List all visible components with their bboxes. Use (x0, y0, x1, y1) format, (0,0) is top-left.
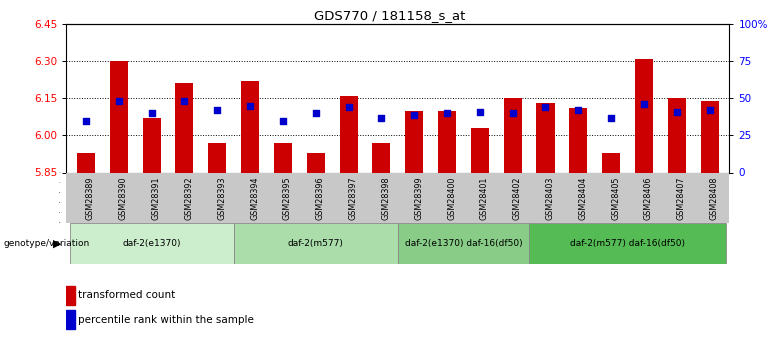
Text: GSM28394: GSM28394 (250, 177, 259, 220)
Bar (77, 153, 95, 172)
Bar (635, 59, 653, 172)
Bar (372, 143, 391, 172)
Point (473, 109, 486, 115)
Bar (234, 223, 398, 264)
Text: GSM28398: GSM28398 (381, 177, 390, 220)
Bar (700, 101, 718, 172)
Text: daf-2(e1370) daf-16(df50): daf-2(e1370) daf-16(df50) (405, 239, 523, 248)
Text: percentile rank within the sample: percentile rank within the sample (78, 315, 254, 325)
Bar (208, 143, 226, 172)
Text: GSM28403: GSM28403 (545, 177, 555, 220)
Text: GSM28391: GSM28391 (151, 177, 161, 220)
Point (408, 112, 420, 117)
Bar (66, 286, 75, 305)
Bar (66, 310, 75, 329)
Bar (668, 98, 686, 172)
Point (605, 115, 618, 120)
Bar (537, 103, 555, 172)
Point (342, 105, 355, 110)
Text: GSM28405: GSM28405 (612, 177, 620, 220)
Text: GSM28402: GSM28402 (512, 177, 522, 220)
Bar (529, 223, 726, 264)
Text: GSM28389: GSM28389 (86, 177, 95, 220)
Text: GSM28407: GSM28407 (677, 177, 686, 220)
Bar (504, 98, 522, 172)
Point (80, 118, 92, 124)
Text: GSM28400: GSM28400 (447, 177, 456, 220)
Point (211, 107, 224, 113)
Bar (176, 83, 193, 172)
Bar (438, 111, 456, 172)
Point (375, 115, 388, 120)
Text: GSM28395: GSM28395 (283, 177, 292, 220)
Text: GDS770 / 181158_s_at: GDS770 / 181158_s_at (314, 9, 466, 22)
Point (277, 118, 289, 124)
Bar (405, 111, 424, 172)
Text: GSM28404: GSM28404 (578, 177, 587, 220)
Bar (110, 61, 128, 172)
Text: GSM28399: GSM28399 (414, 177, 424, 220)
Bar (471, 128, 489, 172)
Point (638, 101, 651, 107)
Text: daf-2(e1370): daf-2(e1370) (122, 239, 181, 248)
Bar (307, 153, 324, 172)
Text: GSM28390: GSM28390 (119, 177, 128, 220)
Point (441, 110, 453, 116)
Point (704, 107, 716, 113)
Text: GSM28401: GSM28401 (480, 177, 489, 220)
Text: ▶: ▶ (53, 238, 62, 248)
Point (506, 110, 519, 116)
Bar (339, 96, 357, 172)
Text: GSM28406: GSM28406 (644, 177, 653, 220)
Point (145, 110, 158, 116)
Text: GSM28397: GSM28397 (349, 177, 357, 220)
Bar (569, 108, 587, 172)
Text: GSM28393: GSM28393 (218, 177, 226, 220)
Bar (398, 223, 529, 264)
Text: daf-2(m577): daf-2(m577) (288, 239, 344, 248)
Bar (241, 81, 259, 172)
Point (572, 107, 584, 113)
Bar (69, 223, 234, 264)
Point (671, 109, 683, 115)
Bar (143, 118, 161, 172)
Text: GSM28392: GSM28392 (184, 177, 193, 220)
Text: daf-2(m577) daf-16(df50): daf-2(m577) daf-16(df50) (570, 239, 685, 248)
Point (539, 105, 551, 110)
Point (178, 99, 190, 104)
Point (112, 99, 125, 104)
Text: genotype/variation: genotype/variation (4, 239, 90, 248)
Text: GSM28396: GSM28396 (316, 177, 324, 220)
Point (244, 103, 257, 109)
Text: GSM28408: GSM28408 (710, 177, 718, 220)
Bar (602, 153, 620, 172)
Text: transformed count: transformed count (78, 290, 176, 300)
Point (310, 110, 322, 116)
Bar (274, 143, 292, 172)
